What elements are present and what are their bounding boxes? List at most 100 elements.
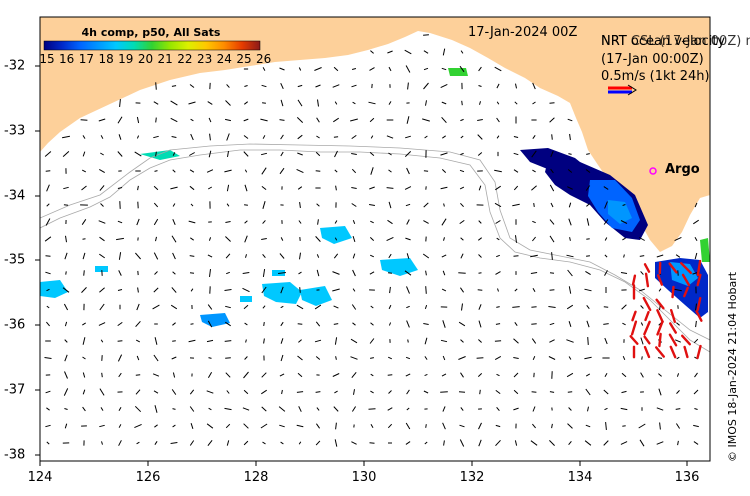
velocity-vector: [117, 321, 123, 327]
velocity-vector: [370, 167, 374, 175]
velocity-vector: [226, 390, 230, 394]
csl-vector: [655, 298, 665, 310]
velocity-vector: [639, 237, 645, 241]
velocity-vector: [459, 424, 465, 428]
velocity-vector: [279, 67, 285, 71]
velocity-vector: [226, 84, 230, 88]
velocity-vector: [172, 219, 176, 225]
velocity-vector: [63, 303, 69, 311]
velocity-vector: [99, 185, 105, 191]
velocity-vector: [442, 135, 446, 139]
velocity-vector: [135, 389, 141, 395]
velocity-vector: [297, 323, 303, 325]
velocity-vector: [279, 373, 285, 377]
velocity-vector: [262, 305, 266, 309]
velocity-vector: [513, 357, 519, 359]
velocity-vector: [693, 424, 699, 428]
velocity-vector: [226, 133, 230, 141]
velocity-vector: [81, 219, 87, 225]
csl-vector: [696, 273, 702, 287]
velocity-vector: [243, 101, 249, 105]
velocity-vector: [658, 388, 662, 396]
velocity-vector: [45, 424, 51, 428]
velocity-vector: [605, 422, 607, 430]
velocity-vector: [299, 202, 301, 208]
velocity-vector: [208, 237, 212, 241]
velocity-vector: [244, 220, 248, 224]
velocity-vector: [244, 235, 248, 243]
velocity-vector: [424, 441, 428, 445]
velocity-vector: [279, 424, 285, 428]
velocity-vector: [531, 338, 537, 344]
velocity-vector: [262, 67, 266, 71]
velocity-vector: [370, 305, 374, 309]
velocity-vector: [442, 320, 446, 328]
velocity-vector: [423, 323, 429, 325]
sst-patch: [700, 238, 710, 262]
velocity-vector: [424, 337, 428, 345]
velocity-vector: [63, 186, 69, 190]
velocity-vector: [297, 186, 303, 190]
velocity-vector: [116, 237, 124, 241]
velocity-vector: [297, 372, 303, 378]
velocity-vector: [298, 220, 302, 224]
velocity-vector: [244, 356, 248, 360]
legend-line-1b: NRT CSL (17-Jan 00Z) noQC: [601, 34, 750, 49]
velocity-vector: [243, 440, 249, 446]
velocity-vector: [172, 372, 176, 378]
velocity-vector: [190, 237, 194, 241]
velocity-vector: [315, 236, 321, 242]
velocity-vector: [550, 151, 554, 157]
velocity-vector: [514, 101, 518, 105]
velocity-vector: [64, 252, 68, 260]
velocity-vector: [494, 66, 502, 72]
argo-float-marker[interactable]: [649, 167, 657, 175]
plot-frame: [39, 16, 711, 462]
velocity-vector: [460, 152, 464, 156]
velocity-vector: [441, 116, 447, 124]
csl-vector: [658, 332, 662, 348]
velocity-vector: [209, 269, 211, 277]
velocity-vector: [386, 135, 394, 139]
velocity-vector: [334, 439, 338, 447]
velocity-vector: [117, 289, 123, 291]
velocity-vector: [154, 271, 158, 275]
colorbar-tick-label: 26: [256, 52, 272, 66]
velocity-vector: [351, 84, 357, 88]
sst-patch: [140, 150, 180, 160]
velocity-vector: [459, 219, 465, 225]
velocity-vector: [155, 151, 157, 157]
sst-patch: [380, 258, 418, 276]
velocity-vector: [496, 101, 500, 105]
csl-vector: [681, 334, 691, 346]
velocity-vector: [261, 186, 267, 190]
velocity-vector: [604, 270, 608, 276]
velocity-vector: [441, 101, 447, 105]
velocity-vector: [81, 185, 87, 191]
velocity-vector: [568, 321, 572, 327]
velocity-vector: [262, 220, 266, 224]
velocity-vector: [584, 288, 592, 292]
velocity-vector: [695, 303, 697, 311]
csl-vector: [696, 259, 702, 277]
velocity-vector: [100, 152, 104, 156]
velocity-vector: [693, 219, 699, 225]
velocity-vector: [620, 407, 628, 411]
velocity-vector: [496, 237, 500, 241]
velocity-vector: [549, 440, 555, 446]
velocity-vector: [442, 406, 446, 412]
velocity-vector: [587, 406, 589, 412]
velocity-vector: [568, 407, 572, 411]
y-tick-label: -33: [4, 123, 26, 139]
velocity-vector: [171, 356, 177, 360]
velocity-vector: [297, 355, 303, 361]
velocity-vector: [532, 169, 536, 173]
csl-vector: [695, 310, 703, 322]
velocity-vector: [460, 135, 464, 139]
velocity-vector: [352, 101, 356, 105]
velocity-vector: [532, 406, 536, 412]
velocity-vector: [170, 186, 178, 190]
velocity-vector: [46, 321, 50, 327]
velocity-vector: [694, 372, 698, 378]
velocity-vector: [118, 424, 122, 428]
